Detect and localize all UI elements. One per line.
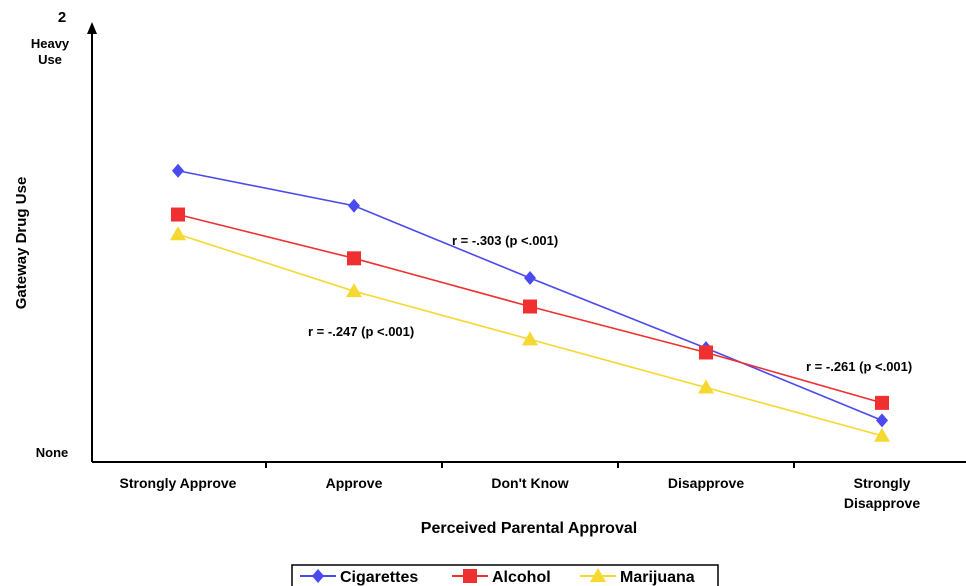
y-bottom-label: None [36, 445, 69, 460]
data-point-alcohol [347, 251, 361, 266]
annotation-alcohol: r = -.261 (p <.001) [806, 359, 912, 374]
y-axis-title: Gateway Drug Use [13, 177, 30, 310]
data-point-marijuana [698, 379, 714, 394]
legend-label-marijuana: Marijuana [620, 569, 695, 586]
y-axis-arrow [87, 22, 97, 34]
data-point-cigarettes [348, 198, 360, 213]
data-point-alcohol [523, 299, 537, 314]
data-point-marijuana [170, 226, 186, 241]
annotation-cigarettes: r = -.303 (p <.001) [452, 233, 558, 248]
series-line-cigarettes [177, 169, 883, 422]
x-tick-label: Strongly [854, 475, 911, 491]
data-point-alcohol [699, 345, 713, 360]
legend-marker-alcohol [463, 569, 477, 583]
legend-box [291, 564, 719, 586]
data-point-marijuana [874, 427, 890, 442]
x-axis-title: Perceived Parental Approval [421, 520, 637, 537]
x-tick-label: Strongly Approve [120, 475, 237, 491]
x-tick-label: Don't Know [491, 475, 568, 491]
data-point-alcohol [171, 207, 185, 222]
legend-label-cigarettes: Cigarettes [340, 569, 418, 586]
legend-marker-marijuana [590, 568, 606, 582]
data-point-cigarettes [524, 271, 536, 286]
annotation-marijuana: r = -.247 (p <.001) [308, 324, 414, 339]
data-point-marijuana [522, 331, 538, 346]
data-point-alcohol [875, 395, 889, 410]
legend-marker-cigarettes [312, 569, 324, 583]
data-point-cigarettes [876, 413, 888, 428]
data-point-marijuana [346, 283, 362, 298]
data-point-cigarettes [172, 163, 184, 178]
y-top-label-line1: Heavy [31, 36, 70, 51]
y-top-label-line2: Use [38, 52, 62, 67]
y-tick-top-value: 2 [58, 9, 66, 26]
x-tick-label: Disapprove [668, 475, 744, 491]
x-tick-label: Disapprove [844, 495, 920, 511]
x-tick-label: Approve [326, 475, 383, 491]
legend-label-alcohol: Alcohol [492, 569, 551, 586]
